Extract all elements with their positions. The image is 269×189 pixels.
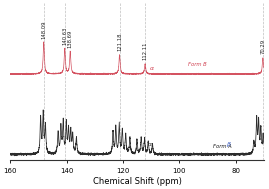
Text: 138.69: 138.69: [68, 30, 73, 48]
Text: 148.09: 148.09: [41, 20, 46, 39]
X-axis label: Chemical Shift (ppm): Chemical Shift (ppm): [93, 177, 181, 186]
Text: Form A: Form A: [213, 144, 232, 149]
Text: Form B: Form B: [188, 62, 206, 67]
Text: $\beta$: $\beta$: [226, 140, 231, 149]
Text: 121.18: 121.18: [117, 33, 122, 51]
Text: 140.63: 140.63: [62, 27, 67, 45]
Text: $\alpha$: $\alpha$: [150, 65, 155, 72]
Text: $\alpha$: $\alpha$: [147, 141, 153, 148]
Text: 112.11: 112.11: [143, 42, 148, 60]
Text: 70.29: 70.29: [260, 39, 266, 54]
